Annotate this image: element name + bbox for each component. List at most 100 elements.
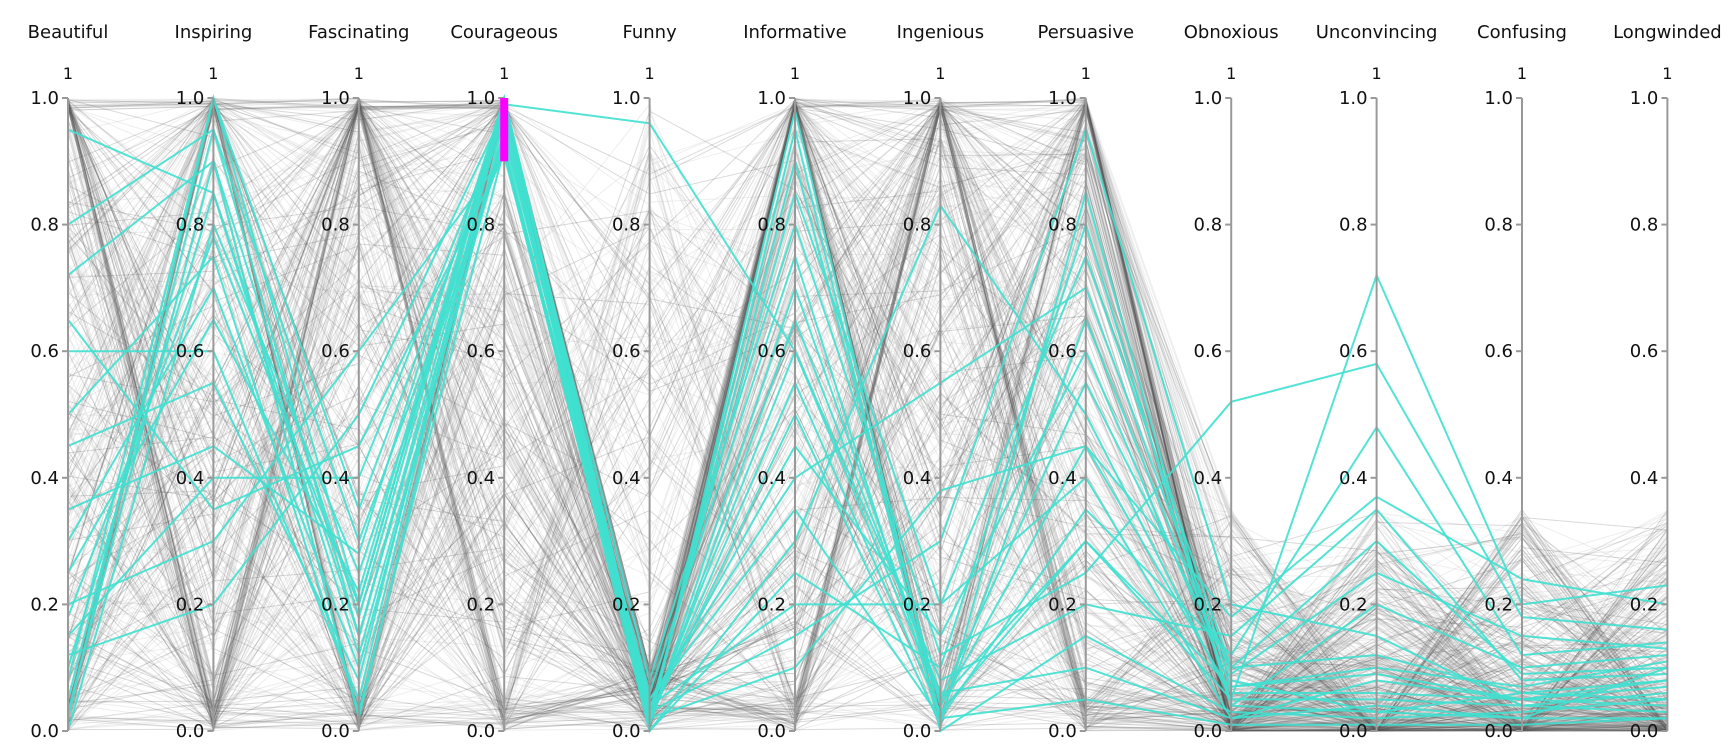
background-line — [67, 196, 1668, 732]
tick-label: 1.0 — [903, 88, 932, 109]
context-line — [67, 107, 1668, 732]
axis-courageous: Courageous 1 0.0 0.2 0.4 0.6 0.8 1.0 — [450, 22, 558, 742]
tick-label: 0.0 — [467, 721, 496, 742]
tick-label: 0.8 — [30, 215, 59, 236]
context-line — [67, 101, 1668, 730]
background-line — [67, 190, 1668, 732]
axis-longwinded: Longwinded 1 0.0 0.2 0.4 0.6 0.8 1.0 — [1613, 22, 1722, 742]
brush-selection[interactable] — [500, 98, 509, 162]
background-line — [67, 214, 1668, 732]
tick-label: 1.0 — [1339, 88, 1368, 109]
background-line — [67, 290, 1668, 719]
selected-line — [67, 97, 1668, 714]
background-line — [67, 150, 1668, 728]
tick-label: 0.6 — [1339, 341, 1368, 362]
context-line — [67, 102, 1668, 732]
context-line — [67, 178, 1668, 732]
background-line — [67, 106, 1668, 732]
context-line — [67, 98, 1668, 731]
axis-top-label: 1 — [354, 64, 364, 83]
tick-label: 1.0 — [612, 88, 641, 109]
context-line — [67, 98, 1668, 727]
context-line — [67, 102, 1668, 724]
background-line — [67, 102, 1668, 725]
tick-label: 0.4 — [1194, 468, 1223, 489]
axis-title: Informative — [743, 22, 847, 43]
selected-line — [67, 152, 1668, 720]
context-line — [67, 103, 1668, 732]
axis-top-label: 1 — [1517, 64, 1527, 83]
background-line — [67, 105, 1668, 732]
selected-line — [67, 125, 1668, 728]
background-line — [67, 99, 1668, 728]
axis-ingenious: Ingenious 1 0.0 0.2 0.4 0.6 0.8 1.0 — [897, 22, 984, 742]
background-line — [67, 103, 1668, 732]
background-line — [67, 103, 1668, 731]
background-line — [67, 105, 1668, 725]
tick-label: 0.2 — [176, 594, 205, 615]
axis-title: Confusing — [1477, 22, 1567, 43]
context-line — [67, 102, 1668, 732]
background-line — [67, 107, 1668, 726]
tick-label: 0.2 — [30, 594, 59, 615]
background-line — [67, 105, 1668, 732]
context-line — [67, 99, 1668, 732]
background-line — [67, 102, 1668, 732]
background-line — [67, 104, 1668, 718]
background-line — [67, 100, 1668, 728]
background-line — [67, 96, 1668, 732]
selected-line — [67, 103, 1668, 702]
tick-label: 0.2 — [1630, 594, 1659, 615]
context-line — [67, 98, 1668, 728]
tick-label: 0.6 — [757, 341, 786, 362]
background-line — [67, 97, 1668, 730]
background-line — [67, 100, 1668, 732]
background-line — [67, 97, 1668, 731]
background-line — [67, 100, 1668, 717]
context-line — [67, 171, 1668, 731]
background-line — [67, 99, 1668, 729]
background-line — [67, 103, 1668, 731]
background-line — [67, 116, 1668, 731]
context-line — [67, 109, 1668, 731]
axis-fascinating: Fascinating 1 0.0 0.2 0.4 0.6 0.8 1.0 — [308, 22, 409, 742]
tick-label: 0.4 — [1339, 468, 1368, 489]
tick-label: 0.2 — [612, 594, 641, 615]
context-line — [67, 107, 1668, 731]
background-line — [67, 98, 1668, 723]
context-line — [67, 96, 1668, 732]
context-line — [67, 97, 1668, 722]
background-line — [67, 109, 1668, 732]
background-line — [67, 99, 1668, 717]
context-line — [67, 97, 1668, 732]
tick-label: 0.6 — [1194, 341, 1223, 362]
context-line — [67, 153, 1668, 732]
background-line — [67, 125, 1668, 731]
selected-line — [67, 94, 1668, 722]
background-line — [67, 98, 1668, 712]
background-line — [67, 101, 1668, 725]
axis-top-label: 1 — [208, 64, 218, 83]
background-line — [67, 103, 1668, 732]
tick-label: 0.0 — [757, 721, 786, 742]
context-line — [67, 98, 1668, 732]
selected-line — [67, 113, 1668, 722]
context-line — [67, 198, 1668, 731]
background-line — [67, 98, 1668, 732]
context-line — [67, 98, 1668, 731]
background-line — [67, 101, 1668, 732]
background-line — [67, 99, 1668, 731]
background-line — [67, 99, 1668, 731]
context-line — [67, 103, 1668, 730]
context-line — [67, 102, 1668, 731]
context-line — [67, 100, 1668, 732]
context-line — [67, 104, 1668, 731]
background-line — [67, 97, 1668, 732]
background-line — [67, 274, 1668, 725]
tick-label: 0.8 — [612, 215, 641, 236]
axis-title: Unconvincing — [1316, 22, 1438, 43]
background-line — [67, 102, 1668, 730]
background-line — [67, 106, 1668, 730]
tick-label: 0.0 — [176, 721, 205, 742]
background-line — [67, 97, 1668, 732]
